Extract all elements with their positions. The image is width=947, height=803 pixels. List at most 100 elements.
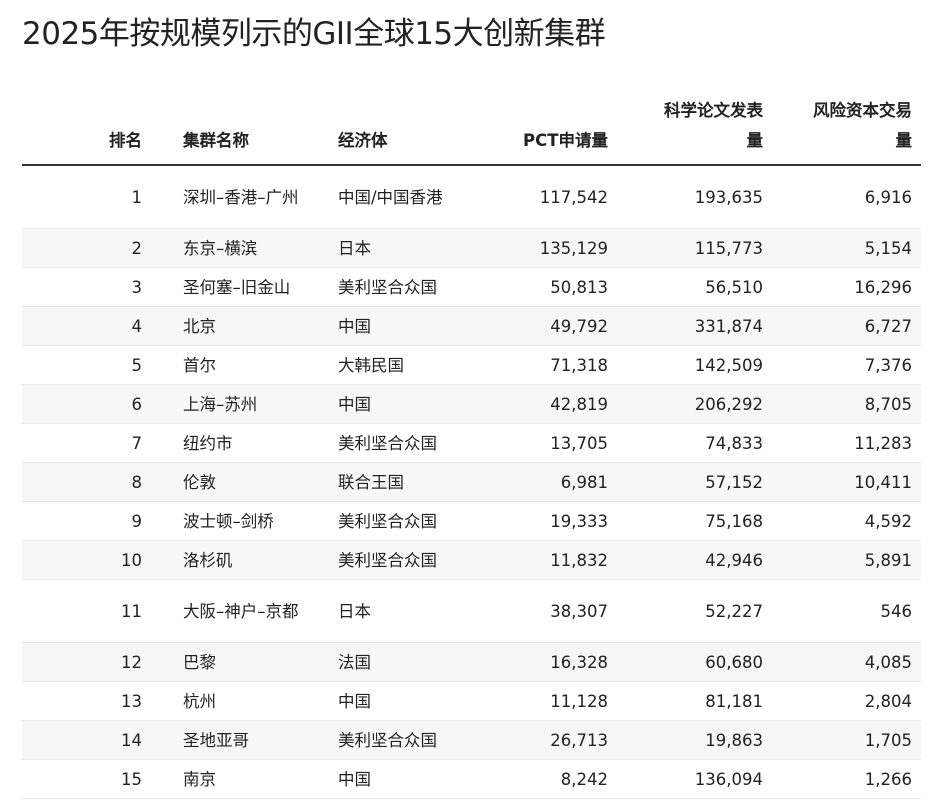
table-row: 4 北京 中国 49,792 331,874 6,727	[22, 306, 921, 346]
cell-vc-deals: 6,916	[772, 165, 921, 229]
cell-pct-applications: 11,128	[465, 681, 617, 721]
table-row: 5 首尔 大韩民国 71,318 142,509 7,376	[22, 345, 921, 385]
cell-pct-applications: 26,713	[465, 720, 617, 760]
cell-cluster-name: 大阪–神户–京都	[160, 579, 315, 643]
cell-vc-deals: 11,283	[772, 423, 921, 463]
cell-cluster-name: 首尔	[160, 345, 315, 385]
table-row: 14 圣地亚哥 美利坚合众国 26,713 19,863 1,705	[22, 720, 921, 760]
cell-vc-deals: 2,804	[772, 681, 921, 721]
cell-cluster-name: 深圳–香港–广州	[160, 165, 315, 229]
cell-economy: 法国	[315, 642, 465, 682]
cluster-name-text: 深圳–香港–广州	[183, 187, 299, 207]
cell-scientific-papers: 142,509	[617, 345, 772, 385]
cell-rank: 13	[22, 681, 160, 721]
header-cluster-name: 集群名称	[160, 88, 315, 166]
cluster-name-text: 东京–横滨	[183, 238, 258, 258]
cell-economy: 中国	[315, 306, 465, 346]
cell-pct-applications: 6,981	[465, 462, 617, 502]
table-row: 13 杭州 中国 11,128 81,181 2,804	[22, 681, 921, 721]
cell-rank: 12	[22, 642, 160, 682]
cluster-name-text: 圣地亚哥	[183, 730, 249, 750]
cell-scientific-papers: 331,874	[617, 306, 772, 346]
header-economy: 经济体	[315, 88, 465, 166]
cell-scientific-papers: 42,946	[617, 540, 772, 580]
cell-vc-deals: 8,705	[772, 384, 921, 424]
cell-cluster-name: 圣何塞–旧金山	[160, 267, 315, 307]
header-rank: 排名	[22, 88, 160, 166]
cell-pct-applications: 38,307	[465, 579, 617, 643]
cell-pct-applications: 71,318	[465, 345, 617, 385]
cell-cluster-name: 伦敦	[160, 462, 315, 502]
cell-cluster-name: 巴黎	[160, 642, 315, 682]
cell-vc-deals: 4,085	[772, 642, 921, 682]
table-row: 2 东京–横滨 日本 135,129 115,773 5,154	[22, 228, 921, 268]
cell-scientific-papers: 74,833	[617, 423, 772, 463]
cell-vc-deals: 5,154	[772, 228, 921, 268]
table-row: 11 大阪–神户–京都 日本 38,307 52,227 546	[22, 579, 921, 643]
cell-scientific-papers: 75,168	[617, 501, 772, 541]
cluster-name-text: 纽约市	[183, 433, 233, 453]
cell-vc-deals: 1,705	[772, 720, 921, 760]
table-row: 1 深圳–香港–广州 中国/中国香港 117,542 193,635 6,916	[22, 165, 921, 229]
cell-vc-deals: 4,592	[772, 501, 921, 541]
cell-rank: 14	[22, 720, 160, 760]
cell-economy: 美利坚合众国	[315, 267, 465, 307]
cell-rank: 4	[22, 306, 160, 346]
cell-vc-deals: 546	[772, 579, 921, 643]
cell-rank: 8	[22, 462, 160, 502]
cell-vc-deals: 16,296	[772, 267, 921, 307]
cell-rank: 9	[22, 501, 160, 541]
cell-rank: 15	[22, 759, 160, 799]
cell-rank: 6	[22, 384, 160, 424]
header-pct: PCT申请量	[465, 88, 617, 166]
cell-cluster-name: 南京	[160, 759, 315, 799]
cell-economy: 中国	[315, 759, 465, 799]
table-header-row: 排名 集群名称 经济体 PCT申请量 科学论文发表量 风险资本交易量	[22, 88, 921, 166]
cell-economy: 联合王国	[315, 462, 465, 502]
cell-pct-applications: 19,333	[465, 501, 617, 541]
cell-cluster-name: 上海–苏州	[160, 384, 315, 424]
cell-scientific-papers: 206,292	[617, 384, 772, 424]
cell-vc-deals: 6,727	[772, 306, 921, 346]
cell-cluster-name: 东京–横滨	[160, 228, 315, 268]
cell-pct-applications: 13,705	[465, 423, 617, 463]
cluster-name-text: 巴黎	[183, 652, 216, 672]
table-row: 7 纽约市 美利坚合众国 13,705 74,833 11,283	[22, 423, 921, 463]
cell-scientific-papers: 19,863	[617, 720, 772, 760]
cluster-name-text: 上海–苏州	[183, 394, 258, 414]
cell-pct-applications: 16,328	[465, 642, 617, 682]
cell-economy: 中国	[315, 384, 465, 424]
cluster-name-text: 首尔	[183, 355, 216, 375]
table-row: 10 洛杉矶 美利坚合众国 11,832 42,946 5,891	[22, 540, 921, 580]
cell-vc-deals: 1,266	[772, 759, 921, 799]
cell-pct-applications: 8,242	[465, 759, 617, 799]
cluster-name-text: 北京	[183, 316, 216, 336]
cell-vc-deals: 5,891	[772, 540, 921, 580]
cell-cluster-name: 洛杉矶	[160, 540, 315, 580]
header-vc-label: 风险资本交易量	[813, 101, 912, 150]
table-row: 6 上海–苏州 中国 42,819 206,292 8,705	[22, 384, 921, 424]
header-papers-label: 科学论文发表量	[664, 101, 763, 150]
header-papers: 科学论文发表量	[617, 88, 772, 166]
cell-economy: 中国	[315, 681, 465, 721]
cell-scientific-papers: 52,227	[617, 579, 772, 643]
header-vc: 风险资本交易量	[772, 88, 921, 166]
cell-scientific-papers: 57,152	[617, 462, 772, 502]
cell-scientific-papers: 115,773	[617, 228, 772, 268]
cell-rank: 3	[22, 267, 160, 307]
innovation-clusters-table: 排名 集群名称 经济体 PCT申请量 科学论文发表量 风险资本交易量 1 深圳–香…	[22, 88, 921, 799]
cell-pct-applications: 135,129	[465, 228, 617, 268]
cell-rank: 7	[22, 423, 160, 463]
cell-scientific-papers: 136,094	[617, 759, 772, 799]
cell-rank: 2	[22, 228, 160, 268]
table-row: 3 圣何塞–旧金山 美利坚合众国 50,813 56,510 16,296	[22, 267, 921, 307]
cell-cluster-name: 波士顿–剑桥	[160, 501, 315, 541]
cell-rank: 10	[22, 540, 160, 580]
cell-scientific-papers: 81,181	[617, 681, 772, 721]
table-row: 9 波士顿–剑桥 美利坚合众国 19,333 75,168 4,592	[22, 501, 921, 541]
cell-pct-applications: 42,819	[465, 384, 617, 424]
cell-rank: 1	[22, 165, 160, 229]
page-title: 2025年按规模列示的GII全球15大创新集群	[22, 16, 606, 52]
cell-scientific-papers: 60,680	[617, 642, 772, 682]
table-row: 15 南京 中国 8,242 136,094 1,266	[22, 759, 921, 799]
